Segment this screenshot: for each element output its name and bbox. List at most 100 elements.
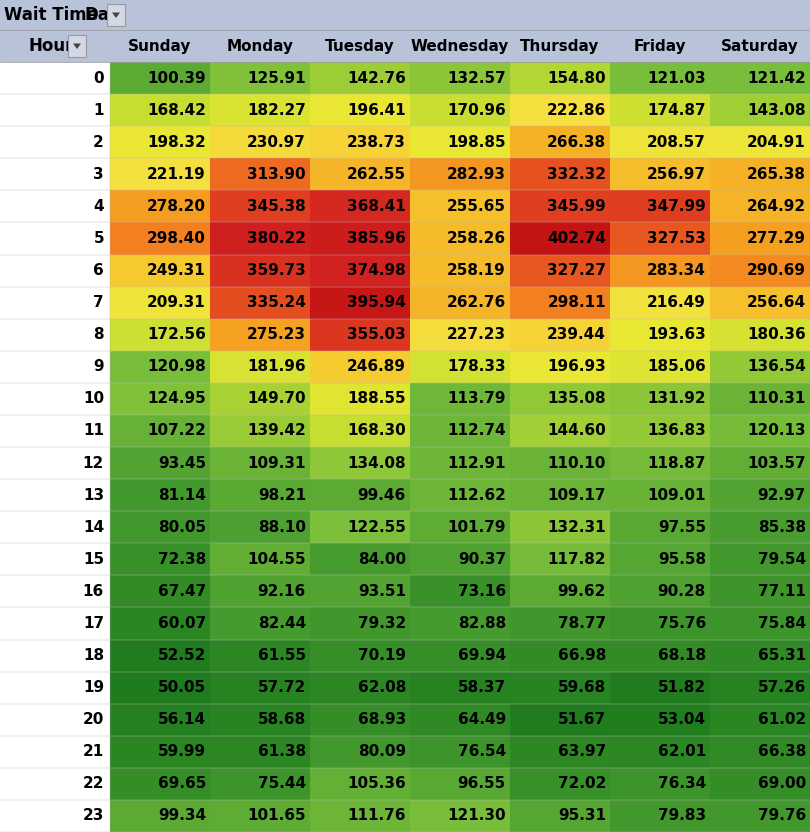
Text: 264.92: 264.92 (747, 199, 806, 214)
Text: 109.01: 109.01 (647, 488, 706, 503)
Text: 121.42: 121.42 (748, 71, 806, 86)
Bar (710, 319, 810, 351)
Bar (0, 351, 110, 383)
Text: 99.34: 99.34 (158, 809, 206, 824)
Text: 104.55: 104.55 (247, 552, 306, 567)
Bar (210, 576, 310, 607)
Text: Wait Time: Wait Time (4, 6, 98, 24)
Text: 265.38: 265.38 (747, 166, 806, 181)
Text: 84.00: 84.00 (358, 552, 406, 567)
Bar (410, 415, 510, 447)
Bar (710, 800, 810, 832)
Bar (710, 768, 810, 800)
Text: 172.56: 172.56 (147, 327, 206, 342)
Bar (310, 222, 410, 255)
Bar (210, 383, 310, 415)
Text: 154.80: 154.80 (548, 71, 606, 86)
Text: 180.36: 180.36 (748, 327, 806, 342)
Bar (110, 158, 210, 191)
Bar (310, 704, 410, 735)
Bar (0, 319, 110, 351)
Bar (0, 543, 110, 576)
Text: 62.08: 62.08 (358, 680, 406, 695)
Bar (710, 735, 810, 768)
Text: 12: 12 (83, 456, 104, 471)
Bar (110, 319, 210, 351)
Bar (610, 222, 710, 255)
Bar (110, 191, 210, 222)
Bar (210, 479, 310, 511)
Bar (110, 222, 210, 255)
Bar (0, 768, 110, 800)
Text: 188.55: 188.55 (347, 391, 406, 406)
Text: 262.55: 262.55 (347, 166, 406, 181)
Text: 134.08: 134.08 (347, 456, 406, 471)
Text: 70.19: 70.19 (358, 648, 406, 663)
Bar (410, 576, 510, 607)
Bar (510, 62, 610, 94)
Bar (410, 671, 510, 704)
Text: 88.10: 88.10 (258, 520, 306, 535)
Bar (0, 735, 110, 768)
Text: 110.10: 110.10 (548, 456, 606, 471)
Bar (210, 447, 310, 479)
Bar (410, 158, 510, 191)
Text: 52.52: 52.52 (158, 648, 206, 663)
Bar (510, 543, 610, 576)
Bar (410, 511, 510, 543)
Text: 112.91: 112.91 (447, 456, 506, 471)
Polygon shape (112, 12, 120, 18)
Text: 221.19: 221.19 (147, 166, 206, 181)
Bar (0, 222, 110, 255)
Text: 178.33: 178.33 (447, 359, 506, 374)
Bar (410, 704, 510, 735)
Bar (210, 704, 310, 735)
Bar (310, 447, 410, 479)
Text: 266.38: 266.38 (547, 135, 606, 150)
Text: Tuesday: Tuesday (325, 38, 395, 53)
Text: 69.94: 69.94 (458, 648, 506, 663)
Bar (110, 255, 210, 286)
Text: 327.27: 327.27 (547, 263, 606, 278)
Bar (710, 62, 810, 94)
Text: 9: 9 (93, 359, 104, 374)
Text: 7: 7 (93, 295, 104, 310)
Text: 97.55: 97.55 (658, 520, 706, 535)
Text: 90.37: 90.37 (458, 552, 506, 567)
Bar (310, 415, 410, 447)
Text: 4: 4 (93, 199, 104, 214)
Text: 132.31: 132.31 (548, 520, 606, 535)
Bar (710, 383, 810, 415)
Bar (210, 255, 310, 286)
Bar (310, 640, 410, 671)
Text: 402.74: 402.74 (547, 231, 606, 246)
Bar (710, 158, 810, 191)
Bar (410, 94, 510, 126)
Text: 69.00: 69.00 (757, 776, 806, 791)
Text: 256.64: 256.64 (747, 295, 806, 310)
Text: 69.65: 69.65 (158, 776, 206, 791)
Text: 58.68: 58.68 (258, 712, 306, 727)
Bar (510, 383, 610, 415)
Bar (710, 607, 810, 640)
Text: 15: 15 (83, 552, 104, 567)
Text: 198.85: 198.85 (447, 135, 506, 150)
Text: 96.55: 96.55 (458, 776, 506, 791)
Bar (610, 640, 710, 671)
Bar (710, 576, 810, 607)
Bar (310, 286, 410, 319)
Text: 77.11: 77.11 (758, 584, 806, 599)
Bar (510, 735, 610, 768)
Text: 103.57: 103.57 (748, 456, 806, 471)
Bar (710, 415, 810, 447)
Text: 99.46: 99.46 (358, 488, 406, 503)
Text: 113.79: 113.79 (447, 391, 506, 406)
Text: 327.53: 327.53 (647, 231, 706, 246)
Bar (110, 351, 210, 383)
Text: Thursday: Thursday (520, 38, 599, 53)
Bar (410, 479, 510, 511)
Bar (68, 35, 86, 57)
Text: Hour: Hour (28, 37, 74, 55)
Bar (210, 319, 310, 351)
Text: 290.69: 290.69 (747, 263, 806, 278)
